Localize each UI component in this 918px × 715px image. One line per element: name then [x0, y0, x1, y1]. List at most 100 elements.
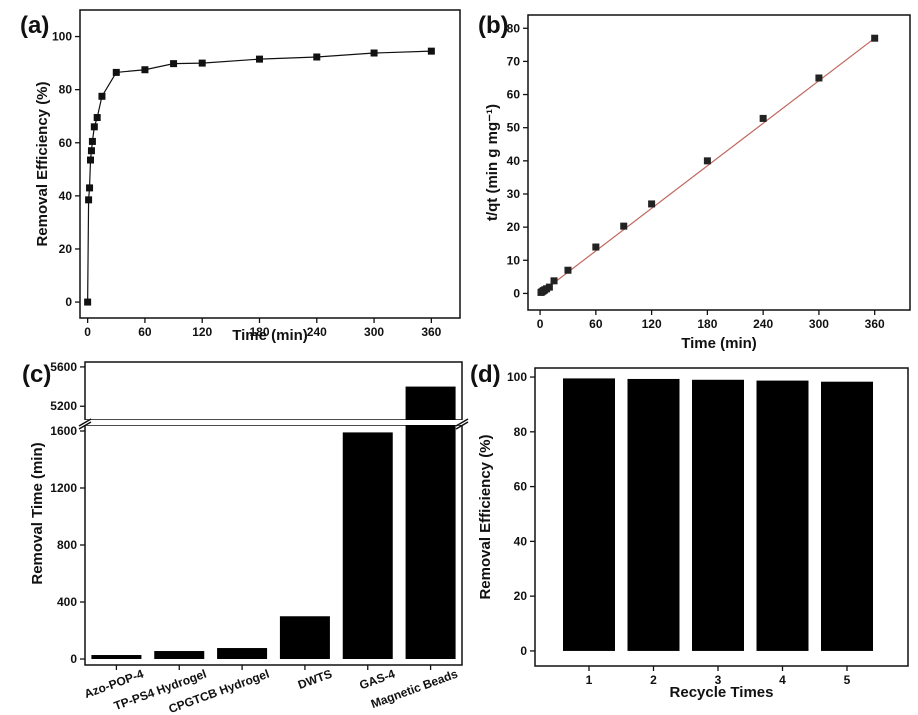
bar: [154, 651, 205, 660]
data-point: [703, 157, 711, 165]
data-point: [98, 92, 106, 100]
data-point: [545, 283, 553, 291]
y-tick-label: 800: [57, 538, 77, 552]
y-tick-label: 0: [520, 644, 527, 658]
y-tick-label: 1600: [50, 424, 77, 438]
x-tick-label: 300: [364, 325, 384, 339]
bar: [821, 381, 873, 651]
y-tick-label: 0: [65, 295, 72, 309]
y-tick-label: 40: [59, 189, 73, 203]
x-tick-label: 3: [715, 673, 722, 687]
data-point: [86, 184, 94, 192]
bar: [756, 380, 809, 651]
data-point: [759, 114, 767, 122]
data-point: [550, 277, 558, 285]
data-point: [592, 243, 600, 251]
x-tick-label: 60: [138, 325, 152, 339]
y-tick-label: 80: [507, 21, 521, 35]
bar: [279, 616, 330, 660]
x-tick-label: 2: [650, 673, 657, 687]
data-point: [90, 123, 98, 131]
bar: [342, 432, 393, 660]
y-tick-label: 40: [507, 154, 521, 168]
y-tick-label: 30: [507, 187, 521, 201]
panel-label: (b): [478, 12, 509, 39]
y-tick-label: 0: [513, 286, 520, 300]
x-tick-label: 4: [779, 673, 786, 687]
plot-frame: [534, 367, 909, 667]
y-tick-label: 80: [514, 425, 528, 439]
data-point: [87, 147, 95, 155]
y-tick-label: 60: [59, 136, 73, 150]
x-tick-label: 360: [865, 317, 885, 331]
bar: [91, 655, 142, 660]
bar: [627, 378, 680, 651]
y-tick-label: 100: [52, 30, 72, 44]
y-tick-label: 5600: [50, 360, 77, 374]
y-axis-label: Removal Efficiency (%): [477, 434, 494, 599]
data-point: [648, 200, 656, 208]
x-tick-label: 300: [809, 317, 829, 331]
x-tick-label: 5: [844, 673, 851, 687]
y-tick-label: 20: [59, 242, 73, 256]
x-tick-label: 180: [697, 317, 717, 331]
data-point: [170, 60, 178, 68]
y-tick-label: 60: [514, 480, 528, 494]
data-point: [88, 137, 96, 145]
y-tick-label: 70: [507, 54, 521, 68]
y-axis-label: Removal Time (min): [29, 442, 46, 584]
y-tick-label: 20: [514, 589, 528, 603]
y-tick-label: 10: [507, 253, 521, 267]
data-point: [871, 34, 879, 42]
data-point: [87, 156, 95, 164]
bar: [405, 425, 456, 660]
data-point: [815, 74, 823, 82]
x-tick-label: 0: [537, 317, 544, 331]
x-tick-label: 60: [589, 317, 603, 331]
y-tick-label: 1200: [50, 481, 77, 495]
axis-break: [78, 418, 469, 430]
y-axis-label: t/qt (min g mg⁻¹): [484, 104, 501, 221]
bar: [217, 648, 268, 660]
y-tick-label: 20: [507, 220, 521, 234]
data-point: [198, 59, 206, 67]
x-tick-label: 360: [421, 325, 441, 339]
data-line: [87, 50, 432, 303]
plot-frame: [79, 9, 461, 319]
y-tick-label: 0: [70, 652, 77, 666]
x-axis-label: Recycle Times: [670, 684, 774, 701]
data-point: [427, 47, 435, 55]
y-tick-label: 40: [514, 534, 528, 548]
panel-label: (a): [20, 12, 49, 39]
y-axis-label: Removal Efficiency (%): [34, 81, 51, 246]
bar: [692, 379, 744, 651]
data-point: [141, 66, 149, 74]
plot-frame: [84, 361, 463, 421]
y-tick-label: 5200: [50, 399, 77, 413]
x-tick-label: 120: [642, 317, 662, 331]
panel-label: (c): [22, 361, 51, 388]
x-tick-label: 240: [753, 317, 773, 331]
data-point: [85, 196, 93, 204]
bar: [405, 386, 456, 420]
y-tick-label: 80: [59, 83, 73, 97]
y-tick-label: 100: [507, 370, 527, 384]
data-point: [370, 49, 378, 57]
data-point: [112, 68, 120, 76]
data-point: [620, 222, 628, 230]
x-tick-label: DWTS: [296, 667, 334, 692]
x-tick-label: 180: [249, 325, 269, 339]
y-tick-label: 400: [57, 595, 77, 609]
data-point: [313, 53, 321, 61]
x-tick-label: 240: [307, 325, 327, 339]
y-tick-label: 50: [507, 121, 521, 135]
data-point: [84, 298, 92, 306]
y-tick-label: 60: [507, 88, 521, 102]
x-tick-label: 0: [84, 325, 91, 339]
plot-frame: [527, 14, 911, 311]
x-tick-label: GAS-4: [358, 667, 398, 693]
panel-label: (d): [470, 361, 501, 388]
x-tick-label: 1: [586, 673, 593, 687]
x-tick-label: 120: [192, 325, 212, 339]
